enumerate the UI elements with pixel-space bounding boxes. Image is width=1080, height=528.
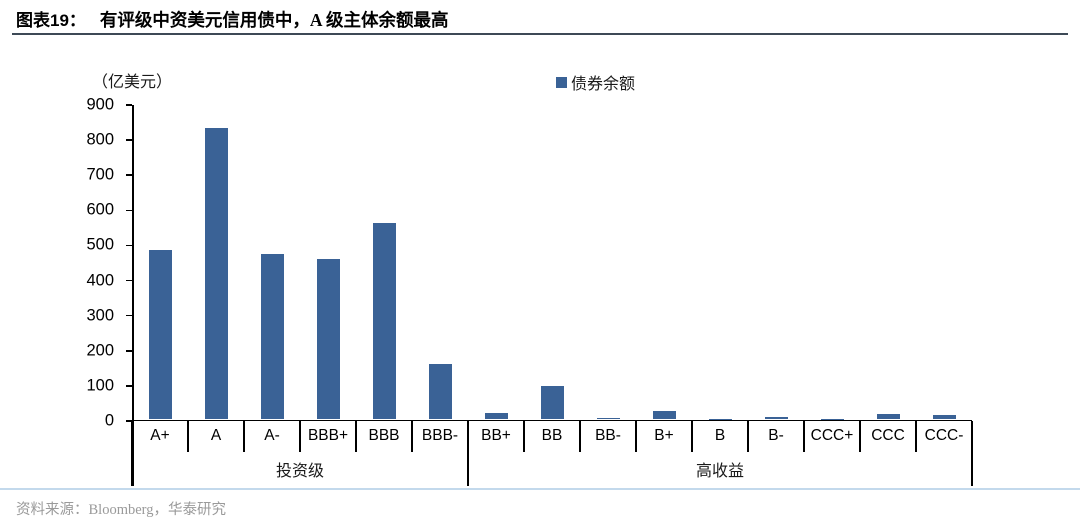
category-separator [355, 421, 357, 452]
y-axis-tick-label: 100 [86, 376, 114, 395]
x-axis-label: BBB [368, 427, 400, 444]
bar [372, 222, 396, 420]
category-separator [411, 421, 413, 452]
category-separator [299, 421, 301, 452]
x-axis-label: BBB- [421, 427, 459, 444]
category-separator [187, 421, 189, 452]
category-separator [915, 421, 917, 452]
bar [596, 418, 620, 420]
bar [540, 386, 564, 420]
legend-label: 债券余额 [571, 76, 636, 93]
group-separator [971, 421, 973, 486]
y-axis-tick-label: 0 [104, 411, 114, 430]
y-axis-tick-label: 900 [86, 95, 114, 114]
y-axis-tick-label: 500 [86, 235, 114, 254]
bar [652, 410, 676, 420]
x-axis-label: BBB+ [307, 427, 349, 444]
x-axis-label: A- [264, 427, 280, 444]
legend: 债券余额 [556, 70, 635, 94]
y-axis-tick [126, 350, 132, 352]
bar [428, 364, 452, 420]
figure-header: 图表19： 有评级中资美元信用债中，A 级主体余额最高 [16, 6, 448, 32]
bar [204, 128, 228, 420]
x-axis-label: CCC- [924, 427, 964, 444]
x-axis-line [126, 419, 972, 421]
x-axis-label: CCC [871, 427, 905, 444]
y-axis-tick [126, 209, 132, 212]
category-separator [243, 421, 245, 452]
y-axis-tick-label: 300 [86, 306, 114, 325]
bar [484, 413, 508, 420]
figure-title: 有评级中资美元信用债中，A 级主体余额最高 [99, 10, 449, 30]
category-separator [803, 421, 805, 452]
x-axis-label: B [714, 427, 726, 444]
y-axis-tick-label: 800 [86, 130, 114, 149]
y-axis-unit-label: （亿美元） [92, 74, 173, 91]
category-separator [579, 421, 581, 452]
y-axis-tick-label: 400 [86, 271, 114, 290]
bar [764, 416, 788, 420]
group-label: 高收益 [695, 463, 745, 480]
y-axis-tick-label: 600 [86, 200, 114, 219]
bottom-rule [0, 488, 1080, 490]
category-separator [747, 421, 749, 452]
y-axis-tick [126, 385, 132, 387]
bar [932, 415, 956, 420]
legend-swatch-icon [556, 76, 567, 88]
y-axis-line [132, 105, 134, 486]
category-separator [859, 421, 861, 452]
x-axis-label: BB- [595, 427, 621, 444]
y-axis-tick [126, 279, 132, 282]
title-underline [12, 33, 1068, 35]
y-axis-tick-label: 700 [86, 165, 114, 184]
x-axis-label: A [210, 427, 222, 444]
group-separator [467, 421, 469, 486]
x-axis-label: CCC+ [810, 427, 854, 444]
bar [260, 254, 284, 420]
y-axis-tick [126, 139, 132, 141]
x-axis-label: B+ [654, 427, 674, 444]
x-axis-label: BB [541, 427, 563, 444]
y-axis-tick [126, 104, 132, 106]
bar [708, 418, 732, 420]
x-axis-label: BB+ [481, 427, 511, 444]
bar [876, 414, 900, 420]
category-separator [523, 421, 525, 452]
bar [148, 249, 172, 420]
x-axis-label: A+ [150, 427, 170, 444]
y-axis-tick-label: 200 [86, 341, 114, 360]
source-note: 资料来源：Bloomberg，华泰研究 [16, 502, 226, 518]
category-separator [635, 421, 637, 452]
x-axis-label: B- [768, 427, 784, 444]
group-label: 投资级 [275, 463, 325, 480]
figure-tag: 图表19： [16, 11, 86, 30]
bar [316, 259, 340, 420]
y-axis-tick [126, 244, 132, 247]
group-separator [131, 421, 133, 486]
category-separator [691, 421, 693, 452]
y-axis-tick [126, 174, 132, 176]
y-axis-tick [126, 314, 132, 317]
y-axis-tick [126, 420, 132, 422]
